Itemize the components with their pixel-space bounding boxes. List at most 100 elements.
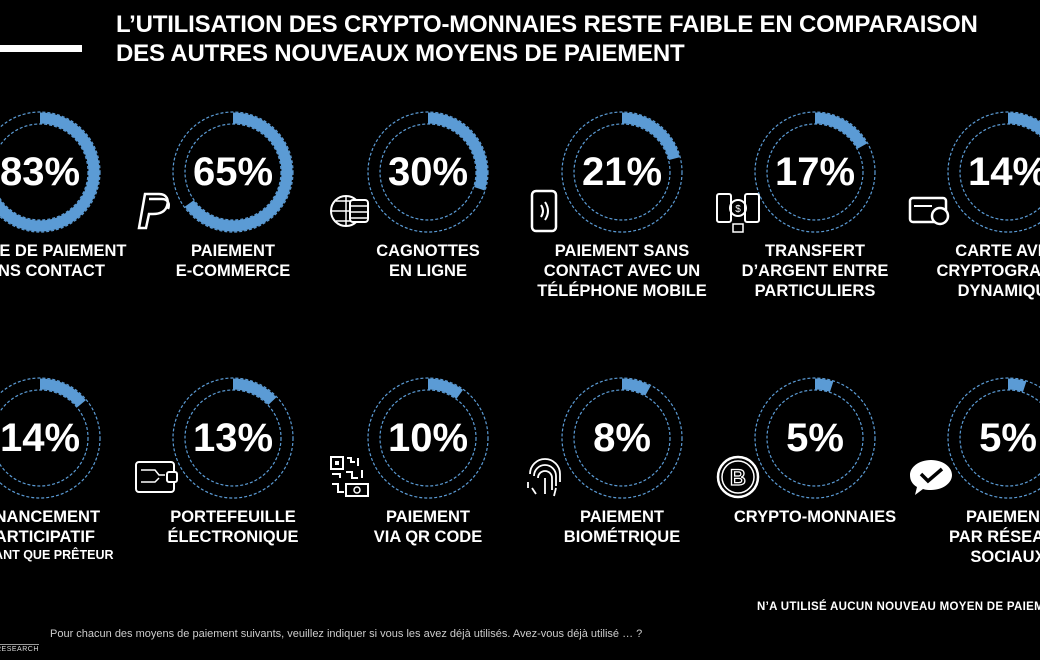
bitcoin-icon: B <box>715 454 761 500</box>
category-label: CARTE DE PAIEMENT SANS CONTACT <box>0 241 150 281</box>
donut-track <box>766 389 864 487</box>
category-label-line: CRYPTOGRAMME <box>936 262 1040 280</box>
donut-value-arc <box>562 112 682 232</box>
category-label-line: D’ARGENT ENTRE <box>741 262 889 280</box>
category-label-line: PAIEMENT <box>579 508 665 526</box>
donut-1 <box>172 111 294 233</box>
chat-check-icon <box>908 454 954 500</box>
donut-5 <box>947 111 1040 233</box>
donut-value-arc <box>562 378 682 498</box>
category-label-line: E-COMMERCE <box>175 262 291 280</box>
donut-track <box>754 111 876 233</box>
category-label-line: TRANSFERT <box>765 242 865 260</box>
donut-value-arc <box>368 112 488 232</box>
donut-6 <box>0 377 101 499</box>
category-label-line: PORTEFEUILLE <box>170 508 296 526</box>
category-label: PAIEMENT E-COMMERCE <box>123 241 343 281</box>
wallet-icon <box>133 454 179 500</box>
category-label-line: SANS CONTACT <box>0 262 105 280</box>
percentage-label: 10% <box>387 416 469 460</box>
category-label-line: PAIEMENT <box>190 242 276 260</box>
donut-track <box>959 123 1040 221</box>
donut-value-arc <box>368 378 488 498</box>
donut-track <box>172 111 294 233</box>
category-label-line: PAIEMENT <box>965 508 1040 526</box>
fingerprint-icon <box>522 454 568 500</box>
percentage-label: 8% <box>593 416 651 460</box>
donut-7 <box>172 377 294 499</box>
svg-text:$: $ <box>735 204 741 215</box>
percentage-label: 30% <box>387 150 469 194</box>
category-label: PORTEFEUILLE ÉLECTRONIQUE <box>123 507 343 547</box>
donut-track <box>0 389 89 487</box>
percentage-label: 17% <box>774 150 856 194</box>
card-icon <box>908 188 954 234</box>
mobile-contactless-icon <box>522 188 568 234</box>
donut-track <box>561 377 683 499</box>
donut-value-arc <box>948 378 1040 498</box>
donut-3 <box>561 111 683 233</box>
donut-value-arc <box>0 378 100 498</box>
donut-track <box>172 377 294 499</box>
category-label: CARTE AVEC CRYPTOGRAMME DYNAMIQUE <box>898 241 1040 301</box>
category-label-line: PAR RÉSEAUX <box>949 528 1040 546</box>
donut-value-arc <box>948 112 1040 232</box>
donut-value-arc <box>0 112 100 232</box>
category-label: CAGNOTTES EN LIGNE <box>318 241 538 281</box>
donut-track <box>184 123 282 221</box>
donut-value-arc <box>755 112 875 232</box>
globe-coins-icon <box>328 188 374 234</box>
category-label-line: ÉLECTRONIQUE <box>167 528 299 546</box>
donut-track <box>959 389 1040 487</box>
category-label-line: CAGNOTTES <box>376 242 480 260</box>
donut-track <box>379 389 477 487</box>
donut-track <box>367 111 489 233</box>
none-used-label: N’A UTILISÉ AUCUN NOUVEAU MOYEN DE PAIEM… <box>757 601 1040 613</box>
category-label-line: PARTICULIERS <box>754 282 876 300</box>
donut-value-arc <box>173 112 293 232</box>
category-sublabel: EN TANT QUE PRÊTEUR <box>0 548 114 562</box>
donut-track <box>0 111 101 233</box>
category-label-line: VIA QR CODE <box>373 528 483 546</box>
category-label-line: PARTICIPATIF <box>0 528 95 546</box>
category-label-line: FINANCEMENT <box>0 508 101 526</box>
donut-track <box>367 377 489 499</box>
donut-track <box>766 123 864 221</box>
donut-8 <box>367 377 489 499</box>
percentage-label: 5% <box>979 416 1037 460</box>
donut-track <box>573 389 671 487</box>
category-label: PAIEMENT VIA QR CODE <box>318 507 538 547</box>
category-label-line: SOCIAUX <box>970 548 1040 566</box>
donut-track <box>947 377 1040 499</box>
category-label-line: BIOMÉTRIQUE <box>563 528 681 546</box>
category-label: PAIEMENT BIOMÉTRIQUE <box>512 507 732 547</box>
survey-question: Pour chacun des moyens de paiement suiva… <box>50 628 643 640</box>
svg-text:B: B <box>730 465 746 490</box>
category-label-line: CRYPTO-MONNAIES <box>733 508 897 526</box>
donut-track <box>561 111 683 233</box>
category-label-line: PAIEMENT SANS <box>554 242 690 260</box>
donut-value-arc <box>755 378 875 498</box>
category-label: TRANSFERT D’ARGENT ENTRE PARTICULIERS <box>705 241 925 301</box>
qr-code-icon <box>328 454 374 500</box>
donut-9 <box>561 377 683 499</box>
donut-track <box>0 123 89 221</box>
donut-track <box>573 123 671 221</box>
paypal-icon <box>133 188 179 234</box>
category-label-line: PAIEMENT <box>385 508 471 526</box>
donut-track <box>184 389 282 487</box>
category-label-line: CONTACT AVEC UN <box>543 262 701 280</box>
phone-transfer-icon: $ <box>715 188 761 234</box>
logo: RESEARCH <box>0 644 39 653</box>
category-label: PAIEMENT SANS CONTACT AVEC UN TÉLÉPHONE MO… <box>512 241 732 301</box>
category-label-line: CARTE DE PAIEMENT <box>0 242 127 260</box>
donut-11 <box>947 377 1040 499</box>
percentage-label: 83% <box>0 150 81 194</box>
category-label: FINANCEMENT PARTICIPATIF EN TANT QUE PRÊTE… <box>0 507 150 563</box>
percentage-label: 14% <box>967 150 1040 194</box>
page-title: L’UTILISATION DES CRYPTO-MONNAIES RESTE … <box>116 11 978 67</box>
category-label-line: CARTE AVEC <box>955 242 1040 260</box>
category-label-line: TÉLÉPHONE MOBILE <box>537 282 707 300</box>
donut-track <box>379 123 477 221</box>
